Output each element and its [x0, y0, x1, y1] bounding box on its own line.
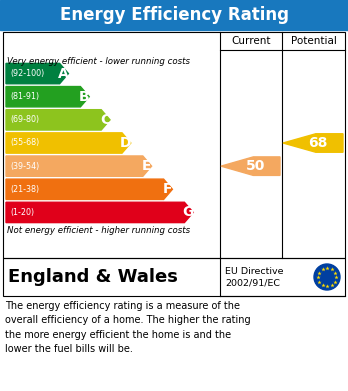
Polygon shape [6, 63, 69, 84]
Bar [0, 0, 348, 30]
Polygon shape [6, 86, 89, 107]
Text: (1-20): (1-20) [10, 208, 34, 217]
Text: B: B [79, 90, 90, 104]
Text: Current: Current [231, 36, 271, 46]
Text: G: G [183, 205, 194, 219]
Text: (21-38): (21-38) [10, 185, 39, 194]
Text: A: A [58, 66, 69, 81]
Circle shape [314, 264, 340, 290]
Polygon shape [221, 157, 280, 176]
Text: Very energy efficient - lower running costs: Very energy efficient - lower running co… [7, 57, 190, 66]
Text: (81-91): (81-91) [10, 92, 39, 101]
Text: Potential: Potential [291, 36, 337, 46]
Polygon shape [6, 179, 172, 199]
Polygon shape [283, 134, 343, 152]
Polygon shape [6, 202, 193, 222]
Text: England & Wales: England & Wales [8, 268, 178, 286]
Text: (92-100): (92-100) [10, 69, 44, 78]
Text: (69-80): (69-80) [10, 115, 39, 124]
Text: F: F [163, 182, 172, 196]
Bar [3, 32, 345, 258]
Text: (55-68): (55-68) [10, 138, 39, 147]
Text: The energy efficiency rating is a measure of the
overall efficiency of a home. T: The energy efficiency rating is a measur… [5, 301, 251, 354]
Text: 50: 50 [245, 159, 265, 173]
Text: EU Directive
2002/91/EC: EU Directive 2002/91/EC [225, 267, 284, 287]
Text: Not energy efficient - higher running costs: Not energy efficient - higher running co… [7, 226, 190, 235]
Text: Energy Efficiency Rating: Energy Efficiency Rating [60, 6, 288, 24]
Polygon shape [6, 156, 152, 176]
Bar [3, 258, 345, 296]
Text: C: C [100, 113, 110, 127]
Text: 68: 68 [308, 136, 327, 150]
Text: E: E [142, 159, 151, 173]
Polygon shape [6, 109, 110, 130]
Text: (39-54): (39-54) [10, 161, 39, 170]
Polygon shape [6, 133, 131, 153]
Text: D: D [120, 136, 132, 150]
